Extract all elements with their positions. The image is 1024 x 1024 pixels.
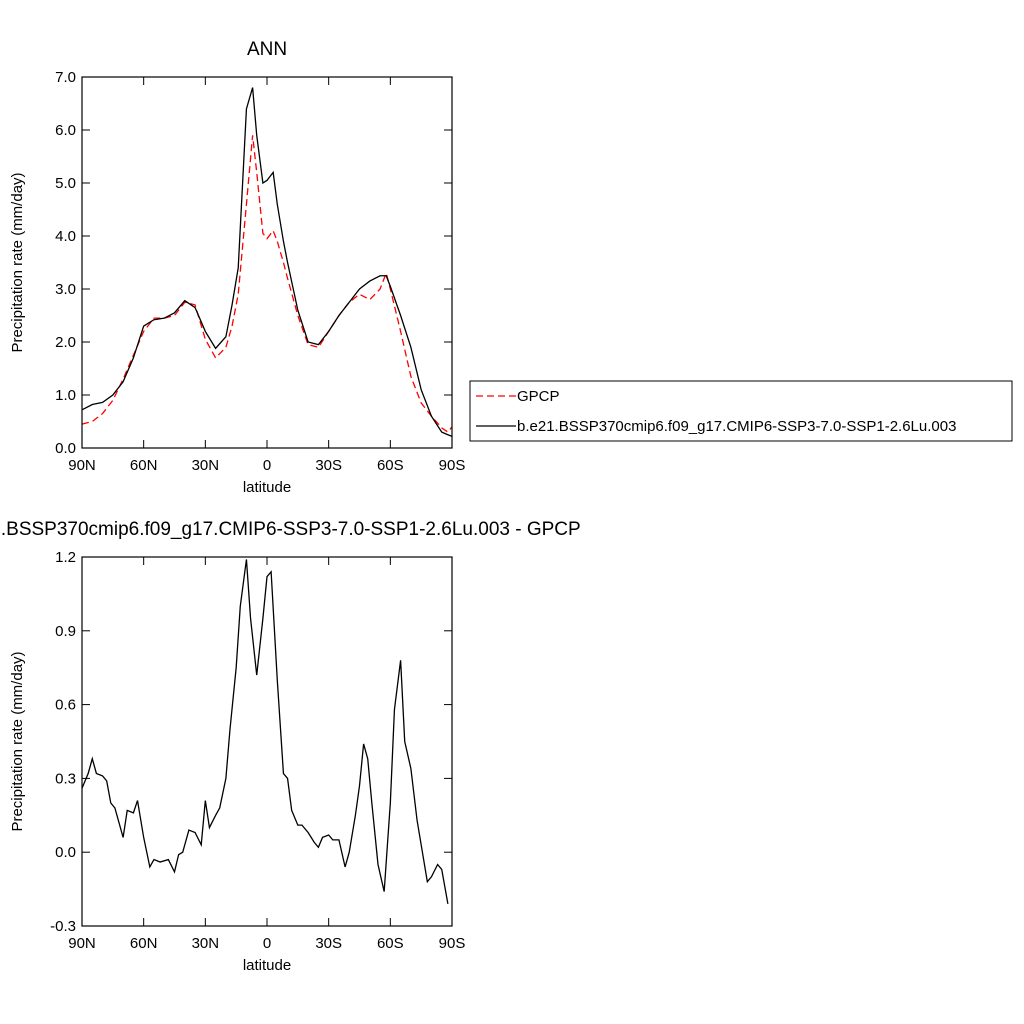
legend: GPCP b.e21.BSSP370cmip6.f09_g17.CMIP6-SSP…: [469, 380, 1013, 442]
y-tick-label: 6.0: [55, 122, 76, 139]
y-tick-label: 2.0: [55, 334, 76, 351]
x-tick-label: 30S: [315, 457, 342, 474]
x-tick-label: 90S: [439, 457, 466, 474]
x-tick-label: 0: [263, 457, 271, 474]
y-tick-label: 5.0: [55, 175, 76, 192]
y-tick-label: 4.0: [55, 228, 76, 245]
y-tick-label: 0.3: [55, 770, 76, 787]
y-axis-label: Precipitation rate (mm/day): [9, 172, 26, 352]
y-tick-label: 0.6: [55, 697, 76, 714]
y-tick-label: 1.0: [55, 387, 76, 404]
x-tick-label: 0: [263, 935, 271, 952]
x-axis-label: latitude: [243, 479, 291, 496]
chart-title: b.e21.BSSP370cmip6.f09_g17.CMIP6-SSP3-7.…: [0, 519, 581, 540]
series-line: [81, 87, 453, 437]
series-line: [81, 559, 449, 904]
y-axis-label: Precipitation rate (mm/day): [9, 651, 26, 831]
plot-frame: [81, 556, 453, 927]
plot: b.e21.BSSP370cmip6.f09_g17.CMIP6-SSP3-7.…: [0, 519, 581, 974]
legend-box: [469, 380, 1013, 442]
y-tick-label: 7.0: [55, 69, 76, 86]
x-tick-label: 30N: [192, 935, 220, 952]
x-tick-label: 90S: [439, 935, 466, 952]
plot-frame: [81, 76, 453, 449]
x-tick-label: 30S: [315, 935, 342, 952]
chart-title: ANN: [247, 39, 287, 60]
x-tick-label: 60N: [130, 457, 158, 474]
x-tick-label: 90N: [68, 457, 96, 474]
y-tick-label: 3.0: [55, 281, 76, 298]
y-tick-label: 0.0: [55, 440, 76, 457]
y-tick-label: 0.0: [55, 844, 76, 861]
legend-label: b.e21.BSSP370cmip6.f09_g17.CMIP6-SSP3-7.…: [517, 418, 956, 435]
x-tick-label: 60S: [377, 935, 404, 952]
x-tick-label: 30N: [192, 457, 220, 474]
legend-label: GPCP: [517, 388, 560, 405]
x-tick-label: 60N: [130, 935, 158, 952]
y-tick-label: 1.2: [55, 549, 76, 566]
x-tick-label: 60S: [377, 457, 404, 474]
y-tick-label: 0.9: [55, 623, 76, 640]
x-axis-label: latitude: [243, 957, 291, 974]
y-tick-label: -0.3: [50, 918, 76, 935]
plot: ANN 0.0 1.0 2.0 3.0 4.0 5.0 6.0 7.0 90N 60N 30N 0 30S…: [9, 39, 1013, 496]
x-tick-label: 90N: [68, 935, 96, 952]
